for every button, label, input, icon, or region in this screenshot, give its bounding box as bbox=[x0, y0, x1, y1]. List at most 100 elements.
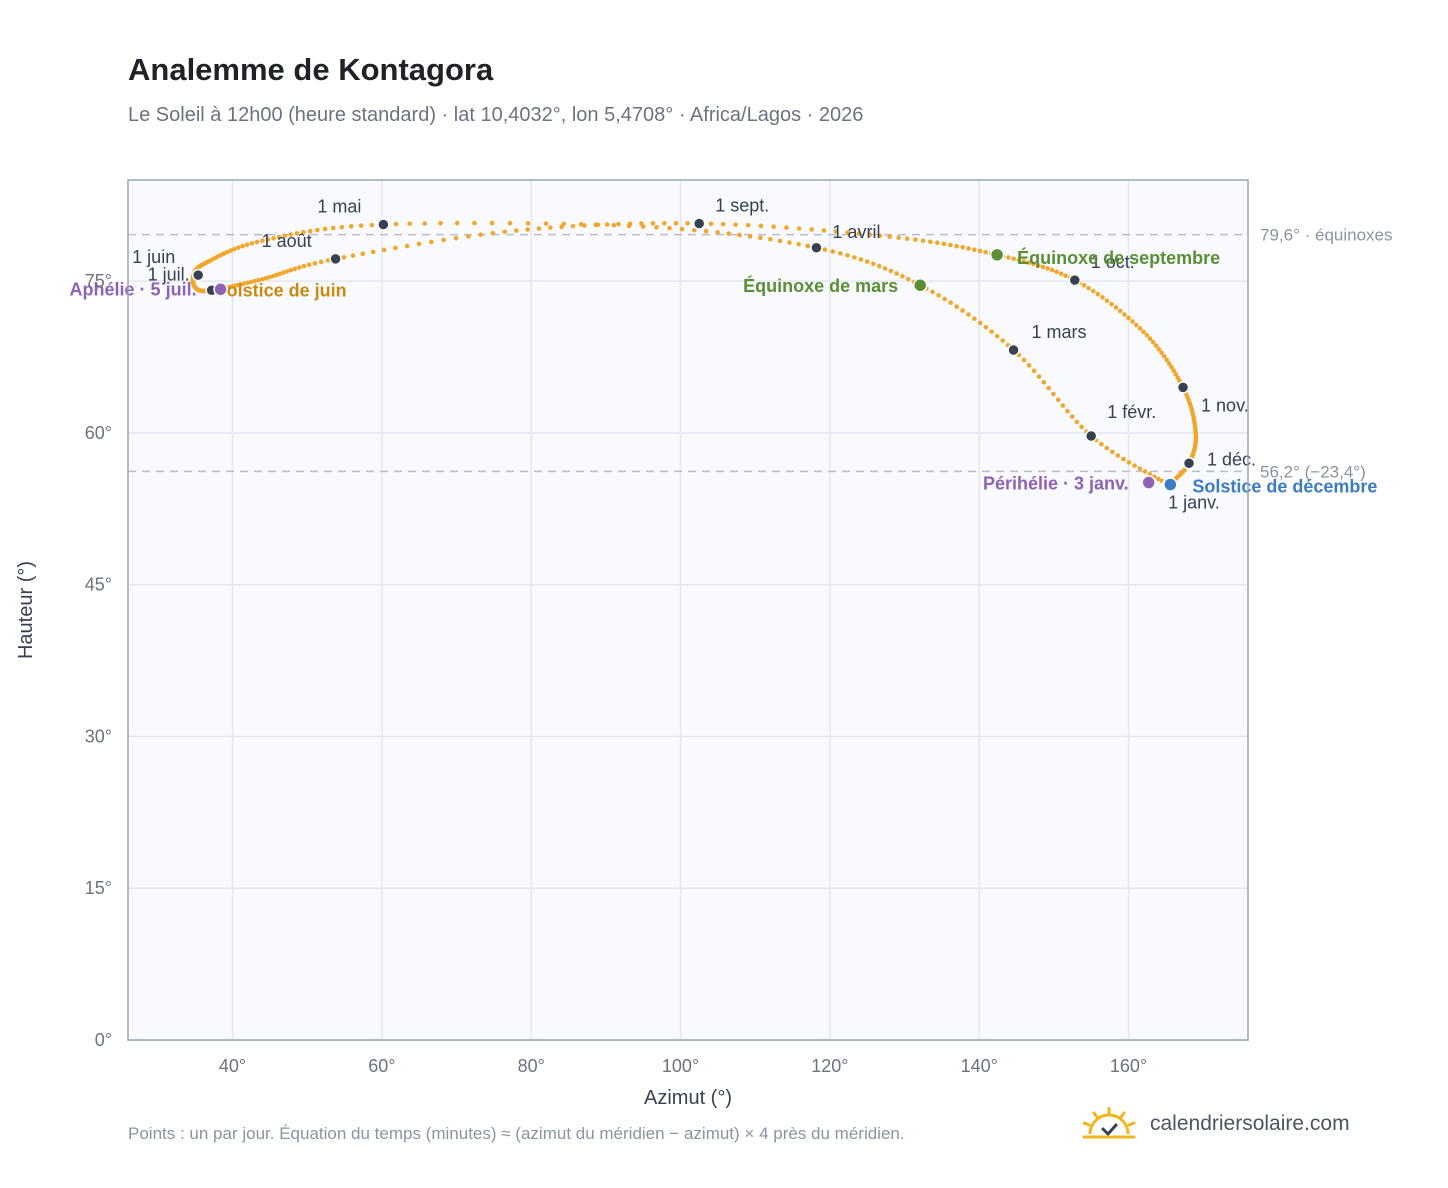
daily-point bbox=[339, 224, 345, 230]
daily-point bbox=[236, 245, 241, 250]
daily-point bbox=[502, 229, 508, 235]
daily-point bbox=[745, 222, 751, 228]
event-label: Équinoxe de mars bbox=[743, 275, 898, 296]
daily-point bbox=[265, 237, 271, 242]
daily-point bbox=[942, 296, 947, 302]
y-axis-ticks: 0° 15° 30° 45° 60° 75° bbox=[85, 271, 112, 1050]
y-tick-label: 75° bbox=[85, 271, 112, 291]
daily-point bbox=[330, 225, 336, 231]
y-axis-label: Hauteur (°) bbox=[15, 561, 37, 659]
daily-point bbox=[936, 293, 941, 298]
daily-point bbox=[1045, 266, 1050, 271]
daily-point bbox=[1126, 460, 1132, 465]
daily-point bbox=[747, 234, 753, 239]
x-axis-label: Azimut (°) bbox=[644, 1087, 732, 1109]
event-label: Périhélie · 3 janv. bbox=[983, 474, 1129, 494]
daily-point bbox=[838, 251, 843, 256]
month-label: 1 juil. bbox=[148, 264, 190, 284]
daily-point bbox=[1132, 463, 1137, 468]
daily-point bbox=[1021, 259, 1027, 264]
month-label: 1 sept. bbox=[715, 196, 769, 216]
event-label: Solstice de juin bbox=[215, 280, 347, 300]
brand-name[interactable]: calendriersolaire.com bbox=[1150, 1112, 1350, 1135]
daily-point bbox=[673, 220, 679, 226]
daily-point bbox=[627, 221, 633, 227]
daily-point bbox=[1156, 476, 1161, 482]
daily-point bbox=[960, 245, 965, 250]
daily-point bbox=[616, 221, 621, 227]
reference-lines: 79,6° · équinoxes 56,2° (−23,4°) bbox=[128, 226, 1393, 481]
daily-point bbox=[428, 239, 434, 245]
daily-point bbox=[237, 282, 243, 287]
daily-point bbox=[1166, 361, 1172, 366]
daily-point bbox=[438, 220, 443, 226]
daily-point bbox=[292, 266, 298, 272]
month-label: 1 avril bbox=[832, 222, 880, 242]
daily-point bbox=[260, 276, 265, 282]
daily-point bbox=[667, 225, 672, 231]
daily-point bbox=[845, 230, 850, 235]
daily-point bbox=[1147, 336, 1153, 341]
daily-point bbox=[1159, 350, 1164, 356]
daily-point bbox=[691, 227, 697, 233]
daily-point bbox=[905, 276, 911, 282]
daily-point bbox=[559, 224, 564, 230]
daily-point bbox=[1171, 368, 1176, 373]
daily-point bbox=[254, 239, 260, 245]
y-tick-label: 15° bbox=[85, 878, 112, 898]
daily-point bbox=[830, 249, 836, 254]
daily-point bbox=[472, 220, 477, 226]
daily-point bbox=[796, 226, 802, 231]
month-label: 1 août bbox=[262, 231, 312, 251]
x-tick-label: 160° bbox=[1110, 1056, 1147, 1076]
daily-point bbox=[787, 240, 792, 245]
daily-point bbox=[948, 300, 953, 306]
daily-point bbox=[1156, 346, 1162, 352]
daily-point bbox=[543, 221, 549, 226]
daily-point bbox=[900, 273, 905, 279]
daily-point bbox=[1095, 291, 1101, 297]
event-marker bbox=[1141, 475, 1156, 490]
daily-point bbox=[1117, 308, 1123, 314]
daily-point bbox=[758, 235, 763, 241]
daily-point bbox=[296, 265, 302, 270]
daily-point bbox=[301, 263, 307, 269]
month-label: 1 mai bbox=[317, 197, 361, 217]
daily-point bbox=[1164, 357, 1170, 363]
daily-point bbox=[393, 245, 398, 251]
daily-point bbox=[507, 220, 513, 226]
daily-point bbox=[466, 234, 471, 239]
daily-point bbox=[454, 220, 460, 226]
daily-point bbox=[249, 240, 255, 246]
daily-point bbox=[1031, 368, 1037, 374]
daily-point bbox=[913, 237, 918, 242]
daily-point bbox=[322, 226, 328, 232]
daily-point bbox=[393, 221, 399, 227]
brand[interactable]: calendriersolaire.com bbox=[1082, 1102, 1350, 1146]
daily-point bbox=[935, 240, 940, 246]
daily-point bbox=[271, 235, 276, 241]
daily-point bbox=[858, 257, 864, 262]
daily-point bbox=[983, 249, 988, 255]
daily-point bbox=[341, 255, 347, 260]
daily-point bbox=[232, 246, 237, 252]
daily-point bbox=[1079, 424, 1084, 430]
daily-point bbox=[894, 271, 899, 276]
daily-point bbox=[570, 223, 576, 229]
reference-line-label: 56,2° (−23,4°) bbox=[1260, 462, 1366, 481]
daily-point bbox=[370, 249, 376, 255]
daily-point bbox=[1069, 414, 1075, 419]
daily-point bbox=[983, 324, 989, 330]
daily-point bbox=[1021, 357, 1027, 363]
daily-point bbox=[525, 227, 530, 232]
month-label: 1 nov. bbox=[1201, 395, 1249, 415]
daily-point bbox=[1134, 322, 1139, 328]
daily-point bbox=[350, 253, 356, 258]
daily-point bbox=[679, 226, 685, 232]
daily-point bbox=[307, 228, 313, 234]
daily-point bbox=[240, 243, 245, 249]
month-label: 1 janv. bbox=[1168, 493, 1220, 513]
daily-point bbox=[1121, 456, 1126, 462]
daily-point bbox=[1142, 469, 1148, 474]
daily-point bbox=[1173, 371, 1179, 377]
